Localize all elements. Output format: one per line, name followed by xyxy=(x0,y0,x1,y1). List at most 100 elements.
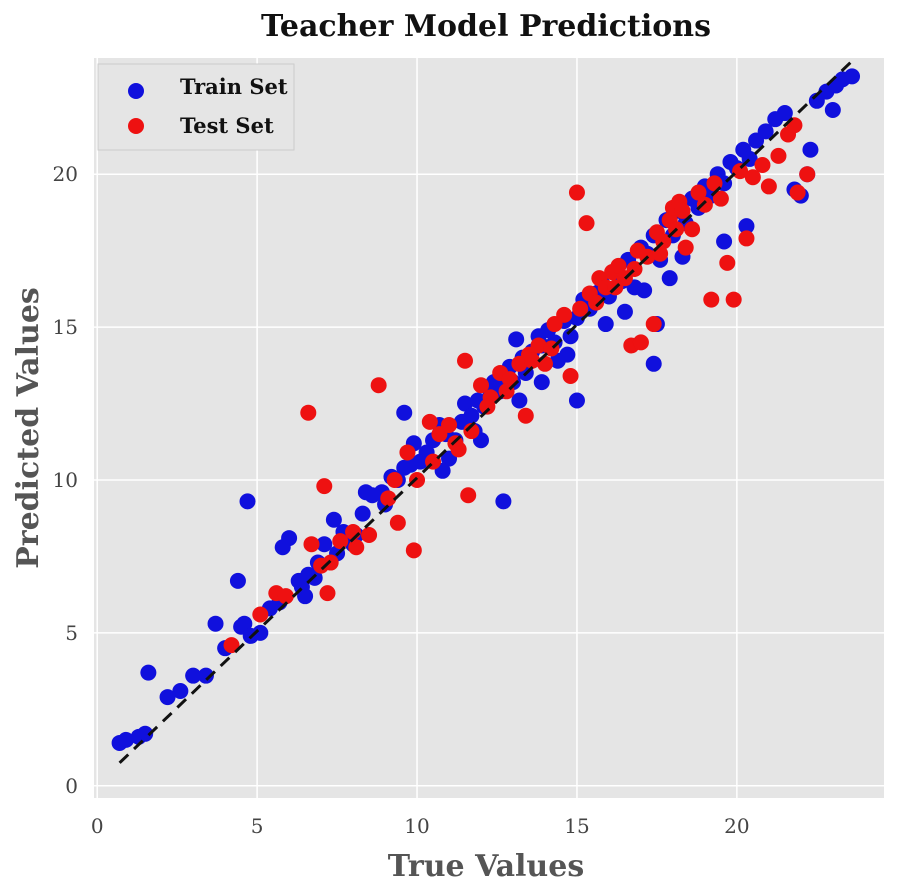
train-point xyxy=(354,505,371,522)
legend-train-label: Train Set xyxy=(180,74,288,99)
test-point xyxy=(223,637,240,654)
x-tick-label: 0 xyxy=(91,814,104,838)
test-point xyxy=(370,377,387,394)
test-point xyxy=(450,441,467,458)
test-point xyxy=(770,147,787,164)
test-point xyxy=(252,606,269,623)
test-point xyxy=(610,257,627,274)
train-point xyxy=(197,667,214,684)
test-point xyxy=(690,184,707,201)
train-point xyxy=(172,682,189,699)
train-point xyxy=(463,407,480,424)
test-point xyxy=(277,588,294,605)
train-point xyxy=(776,105,793,122)
test-point xyxy=(386,471,403,488)
x-tick-label: 15 xyxy=(564,814,589,838)
test-point xyxy=(389,514,406,531)
chart-title: Teacher Model Predictions xyxy=(261,9,711,44)
test-point xyxy=(744,169,761,186)
train-point xyxy=(140,664,157,681)
train-point xyxy=(533,374,550,391)
train-point xyxy=(457,395,474,412)
train-point xyxy=(661,270,678,287)
scatter-points xyxy=(111,68,861,751)
test-point xyxy=(409,471,426,488)
test-point xyxy=(399,444,416,461)
test-point xyxy=(677,239,694,256)
test-point xyxy=(632,334,649,351)
train-point xyxy=(559,346,576,363)
test-point xyxy=(473,377,490,394)
test-point xyxy=(332,533,349,550)
test-point xyxy=(732,163,749,180)
test-point xyxy=(578,215,595,232)
test-point xyxy=(463,423,480,440)
train-point xyxy=(281,530,298,547)
x-tick-label: 10 xyxy=(404,814,429,838)
test-point xyxy=(517,407,534,424)
test-point xyxy=(479,398,496,415)
tick-labels: 0 5 10 15 20 0 5 10 15 20 xyxy=(53,162,750,838)
train-point xyxy=(185,667,202,684)
test-point xyxy=(719,254,736,271)
train-point xyxy=(137,725,154,742)
y-tick-label: 15 xyxy=(53,315,78,339)
train-point xyxy=(636,282,653,299)
test-point xyxy=(568,184,585,201)
train-point xyxy=(239,493,256,510)
train-point xyxy=(207,615,224,632)
test-point xyxy=(441,416,458,433)
y-tick-label: 10 xyxy=(53,468,78,492)
test-point xyxy=(421,413,438,430)
test-point xyxy=(361,527,378,544)
train-point xyxy=(511,392,528,409)
legend-box xyxy=(97,63,295,151)
y-tick-label: 5 xyxy=(65,621,78,645)
test-point xyxy=(460,487,477,504)
train-point xyxy=(236,615,253,632)
test-point xyxy=(588,294,605,311)
y-tick-label: 0 xyxy=(65,774,78,798)
train-point xyxy=(802,141,819,158)
test-point xyxy=(457,352,474,369)
legend-test-marker xyxy=(128,118,144,134)
test-point xyxy=(754,157,771,174)
train-point xyxy=(757,123,774,140)
train-point xyxy=(508,331,525,348)
train-point xyxy=(597,316,614,333)
test-point xyxy=(313,557,330,574)
test-point xyxy=(645,316,662,333)
train-point xyxy=(159,689,176,706)
train-point xyxy=(562,328,579,345)
train-point xyxy=(252,624,269,641)
test-point xyxy=(562,368,579,385)
test-point xyxy=(789,184,806,201)
test-point xyxy=(703,291,720,308)
legend-test-label: Test Set xyxy=(180,113,274,138)
test-point xyxy=(674,202,691,219)
train-point xyxy=(568,392,585,409)
train-point xyxy=(325,511,342,528)
train-point xyxy=(824,101,841,118)
x-axis-label: True Values xyxy=(388,849,584,884)
train-point xyxy=(396,404,413,421)
x-tick-label: 5 xyxy=(251,814,264,838)
test-point xyxy=(524,352,541,369)
test-point xyxy=(652,245,669,262)
test-point xyxy=(712,190,729,207)
train-point xyxy=(297,588,314,605)
test-point xyxy=(380,490,397,507)
train-point xyxy=(316,536,333,553)
train-point xyxy=(716,233,733,250)
test-point xyxy=(303,536,320,553)
train-point xyxy=(844,68,861,85)
x-tick-label: 20 xyxy=(724,814,749,838)
test-point xyxy=(696,196,713,213)
train-point xyxy=(616,303,633,320)
y-tick-label: 20 xyxy=(53,162,78,186)
test-point xyxy=(684,221,701,238)
train-point xyxy=(495,493,512,510)
legend: Train Set Test Set xyxy=(97,63,295,151)
train-point xyxy=(117,731,134,748)
